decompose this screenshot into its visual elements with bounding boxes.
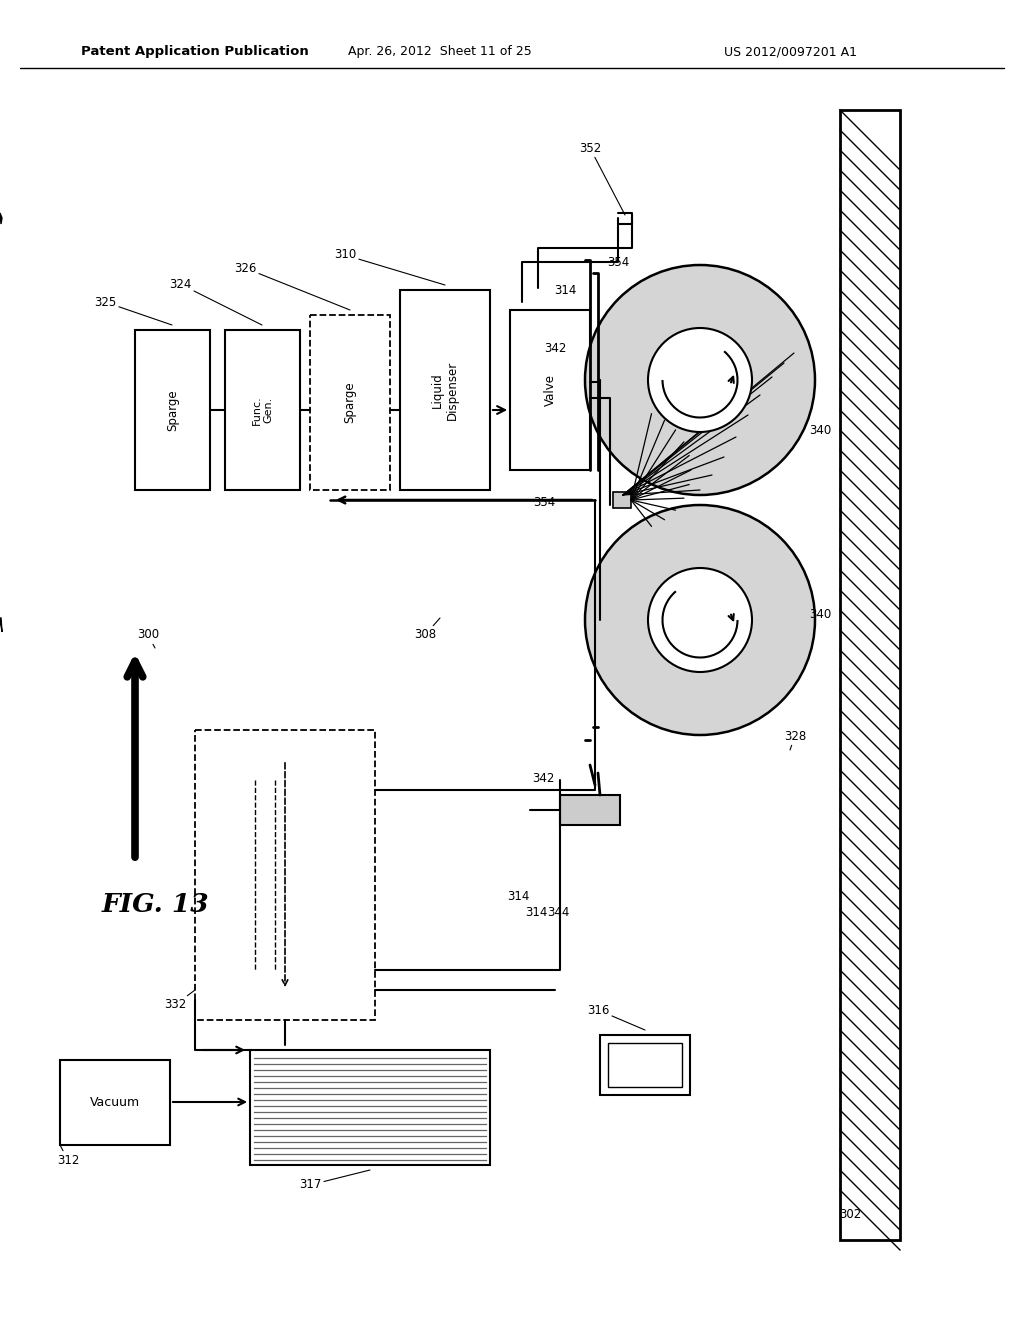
Text: 308: 308 [414,618,440,642]
Bar [250,1049,490,1166]
Circle shape [648,568,752,672]
Bar [613,492,631,508]
Text: 340: 340 [809,424,831,437]
Text: 326: 326 [233,261,350,310]
Bar [400,290,490,490]
Polygon shape [0,618,2,632]
Bar [225,330,300,490]
Text: 328: 328 [784,730,806,750]
Text: 316: 316 [587,1003,645,1030]
Bar [600,1035,690,1096]
Text: 342: 342 [544,342,566,355]
Text: 352: 352 [579,141,625,215]
Text: 342: 342 [531,771,554,784]
Bar [60,1060,170,1144]
Text: 324: 324 [169,277,262,325]
Circle shape [648,327,752,432]
Text: 314: 314 [554,284,577,297]
Text: US 2012/0097201 A1: US 2012/0097201 A1 [724,45,856,58]
Text: 332: 332 [164,990,195,1011]
Text: 340: 340 [809,609,831,622]
Bar [135,330,210,490]
Text: Func.
Gen.: Func. Gen. [252,395,273,425]
Text: 314: 314 [507,891,529,903]
Bar [608,1043,682,1086]
Circle shape [585,265,815,495]
Text: FIG. 13: FIG. 13 [101,892,209,917]
Text: 354: 354 [532,495,555,508]
Text: Sparge: Sparge [166,389,179,430]
Text: 300: 300 [137,628,159,648]
Text: 302: 302 [839,1209,861,1221]
Text: Valve: Valve [544,374,556,407]
Text: 344: 344 [547,906,569,919]
Text: Apr. 26, 2012  Sheet 11 of 25: Apr. 26, 2012 Sheet 11 of 25 [348,45,531,58]
Text: 314: 314 [525,906,547,919]
Text: 312: 312 [56,1144,79,1167]
Bar [560,795,620,825]
Bar [510,310,590,470]
Bar [840,110,900,1239]
Text: 317: 317 [299,1170,370,1192]
Circle shape [585,506,815,735]
Text: 310: 310 [334,248,445,285]
Text: Liquid
Dispenser: Liquid Dispenser [431,360,459,420]
Polygon shape [0,213,2,224]
Text: Patent Application Publication: Patent Application Publication [81,45,309,58]
Text: Sparge: Sparge [343,381,356,424]
Text: Vacuum: Vacuum [90,1096,140,1109]
Bar [310,315,390,490]
Bar [195,730,375,1020]
Text: 325: 325 [94,296,172,325]
Text: 354: 354 [607,256,629,269]
